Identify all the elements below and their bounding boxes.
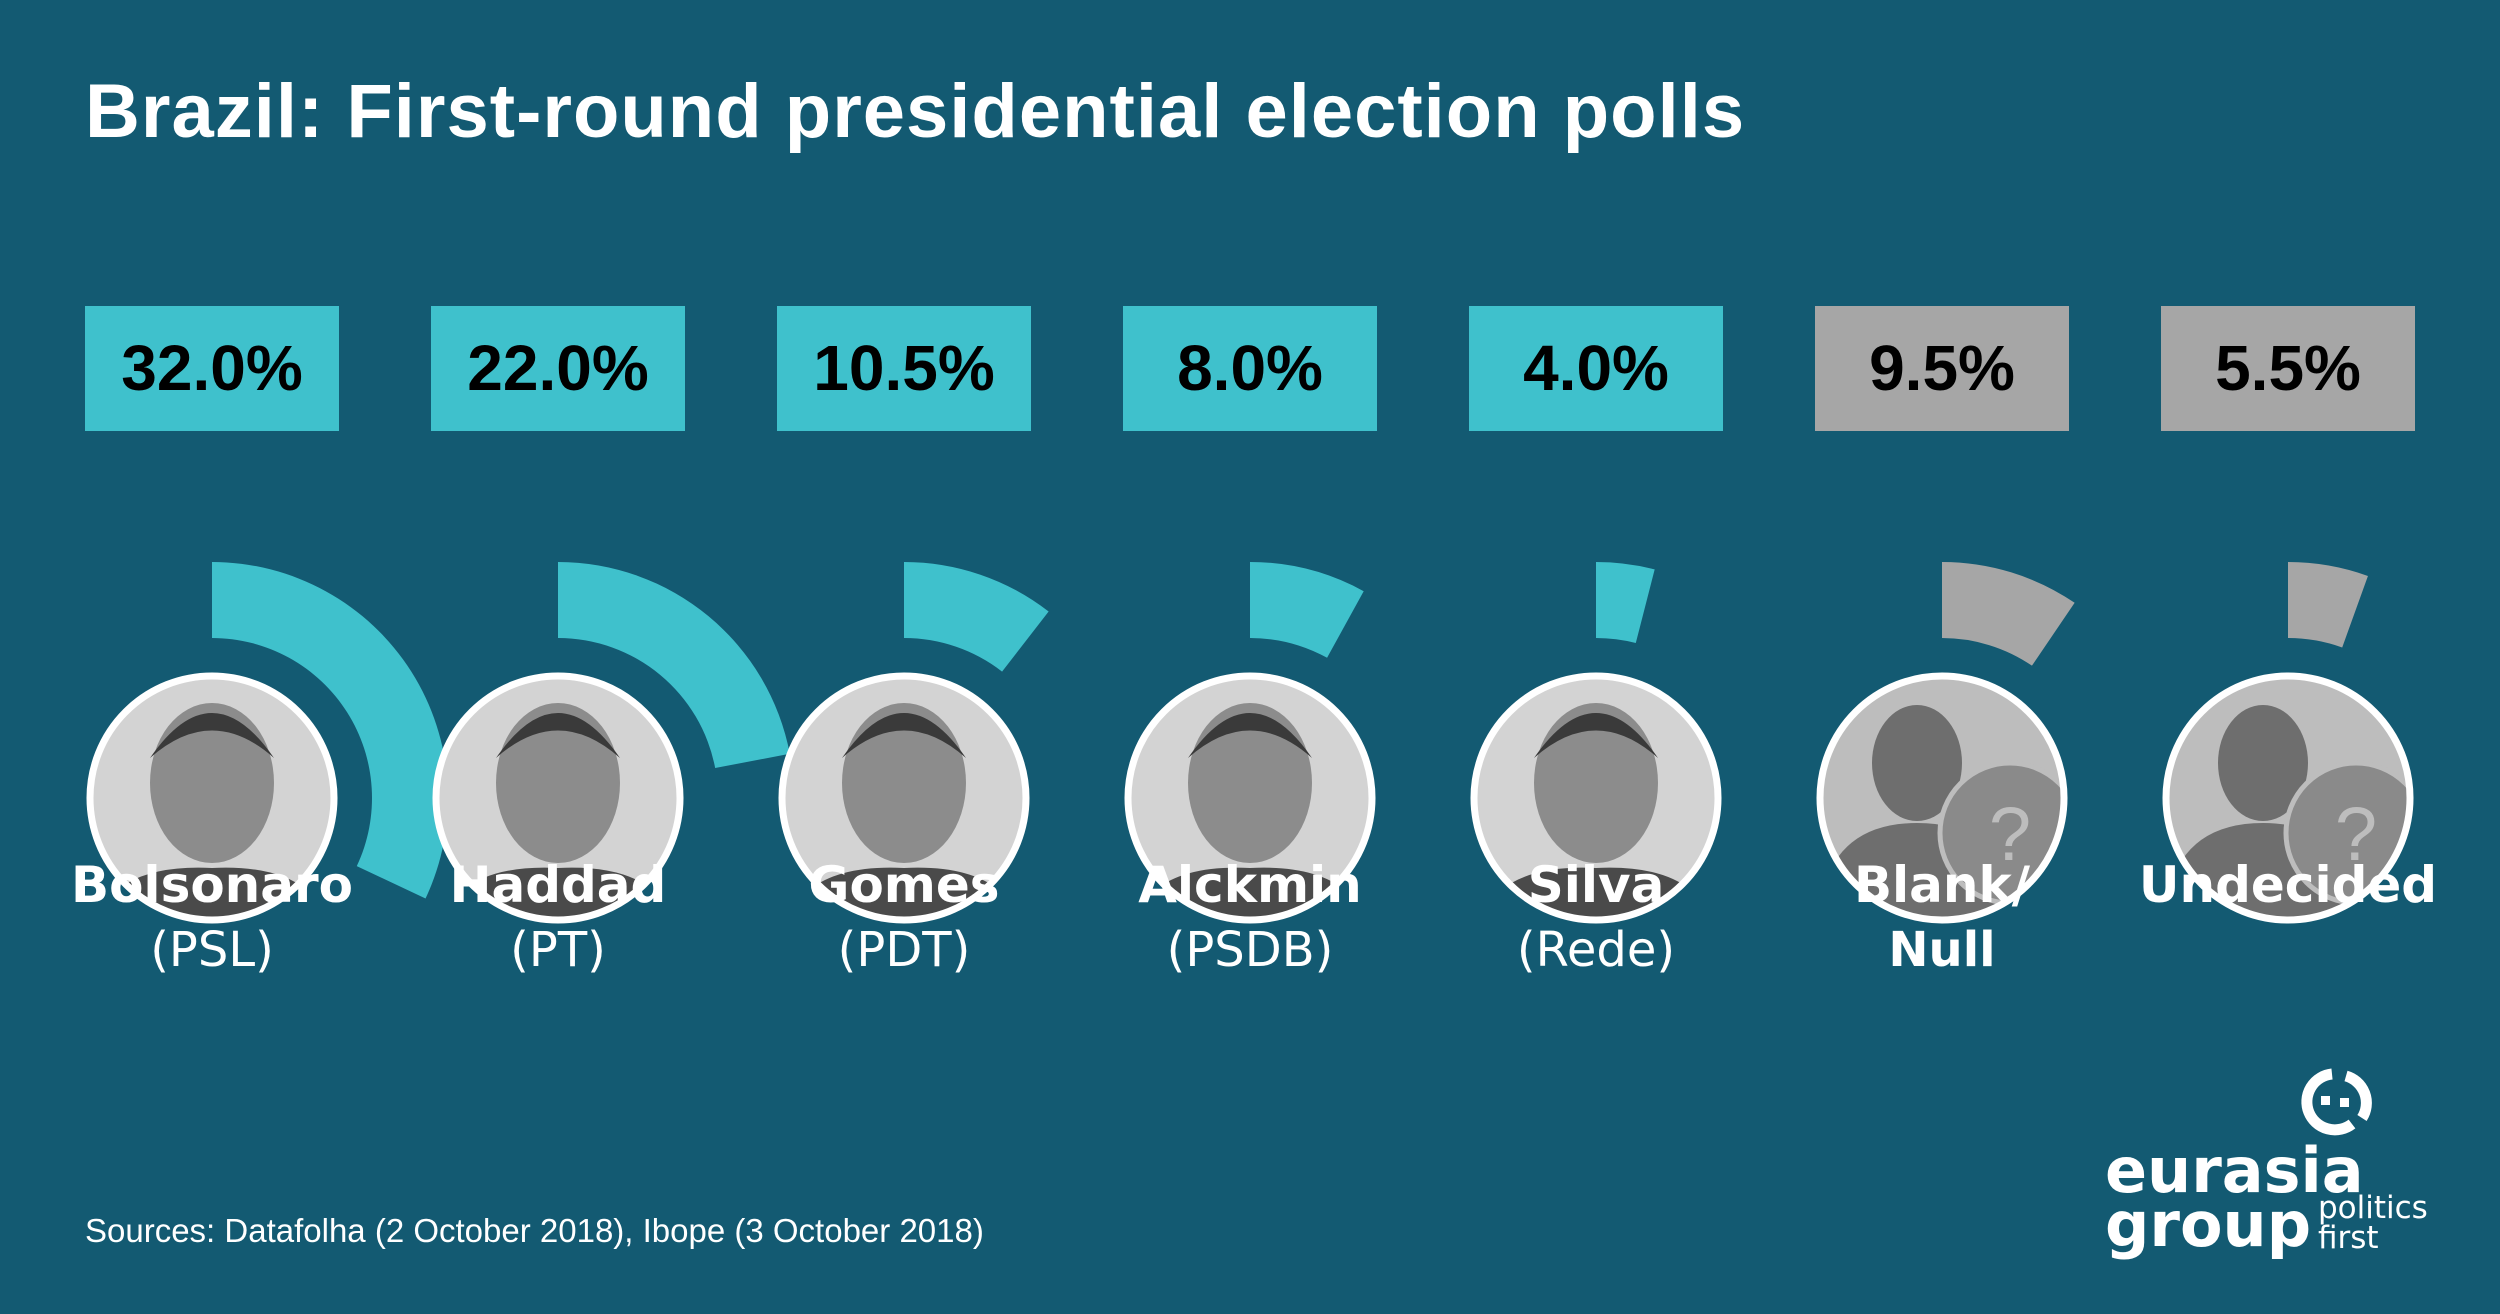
eurasia-group-logo: eurasia group politics first [2105,1068,2428,1261]
value-box [1815,306,2069,431]
value-label: 10.5% [813,332,994,404]
value-box [1123,306,1377,431]
question-mark-icon: ? [2335,792,2377,877]
value-box [1469,306,1723,431]
category-label: Haddad [450,856,667,914]
category-sublabel: (PSL) [150,922,274,978]
value-arc [2288,562,2368,648]
value-arc [904,562,1049,672]
candidate-portrait [1470,672,1722,924]
poll-item: 9.5%?Blank/Null [1815,306,2075,978]
logo-line1: eurasia [2105,1134,2364,1207]
category-label: Alckmin [1138,856,1362,914]
value-arc [558,562,790,769]
value-label: 9.5% [1869,332,2015,404]
value-arc [1250,562,1364,658]
value-label: 22.0% [467,332,648,404]
category-label: Blank/ [1854,856,2031,914]
category-sublabel: (PDT) [838,922,971,978]
candidate-portrait [1124,672,1376,924]
category-sublabel: (PT) [510,922,606,978]
value-label: 5.5% [2215,332,2361,404]
category-label: Gomes [808,856,999,914]
category-label: Bolsonaro [71,856,353,914]
logo-tag1: politics [2318,1190,2428,1226]
value-arc [1942,562,2075,666]
candidate-portrait [432,672,684,924]
logo-tag2: first [2318,1220,2379,1256]
question-mark-icon: ? [1989,792,2031,877]
logo-mark-icon [2301,1068,2372,1136]
value-arc [1596,562,1655,644]
value-label: 4.0% [1523,332,1669,404]
value-arc [212,562,448,899]
value-box [777,306,1031,431]
chart-title: Brazil: First-round presidential electio… [85,69,1746,154]
poll-item: 8.0% Alckmin (PSDB) [1123,306,1377,978]
value-box [431,306,685,431]
source-note: Sources: Datafolha (2 October 2018), Ibo… [85,1212,984,1249]
value-label: 32.0% [121,332,302,404]
value-box [2161,306,2415,431]
poll-item: 4.0% Silva (Rede) [1469,306,1723,978]
poll-item: 10.5% Gomes (PDT) [777,306,1049,978]
category-sublabel: Null [1888,922,1995,978]
poll-item: 22.0% Haddad (PT) [431,306,790,978]
value-box [85,306,339,431]
category-label: Undecided [2139,856,2437,914]
category-label: Silva [1528,856,1665,914]
poll-item: 5.5%?Undecided [2139,306,2437,924]
category-sublabel: (Rede) [1517,922,1675,978]
unknown-person-icon: ? [1816,672,2068,924]
value-label: 8.0% [1177,332,1323,404]
candidate-portrait [86,672,338,924]
logo-line2: group [2105,1188,2311,1261]
poll-item: 32.0% Bolsonaro (PSL) [71,306,448,978]
category-sublabel: (PSDB) [1167,922,1334,978]
